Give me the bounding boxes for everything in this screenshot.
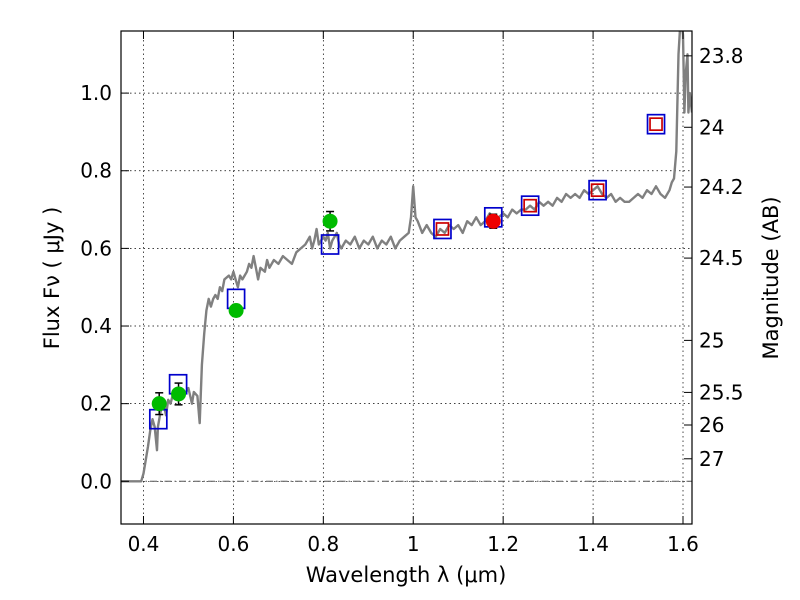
x-tick-label: 1 — [407, 532, 420, 556]
y-tick-label: 0.6 — [80, 236, 112, 260]
x-axis-label: Wavelength λ (μm) — [306, 563, 507, 587]
observed-square-marker — [435, 222, 450, 236]
x-tick-label: 1.4 — [577, 532, 609, 556]
mag-tick-label: 25.5 — [699, 380, 744, 404]
mag-tick-label: 26 — [699, 413, 724, 437]
mag-tick-label: 24 — [699, 115, 724, 139]
x-tick-label: 1.6 — [667, 532, 699, 556]
x-tick-label: 1.2 — [487, 532, 519, 556]
right-axis-label: Magnitude (AB) — [759, 196, 783, 359]
x-tick-label: 0.8 — [307, 532, 339, 556]
plot-frame — [120, 30, 693, 525]
mag-tick-label: 23.8 — [699, 44, 744, 68]
photometry-series — [148, 113, 666, 430]
y-tick-label: 0.0 — [80, 469, 112, 493]
model-square-marker — [588, 179, 607, 201]
x-tick-label: 0.4 — [128, 532, 160, 556]
y-tick-label: 0.2 — [80, 392, 112, 416]
model-square-marker — [320, 234, 340, 255]
mag-tick-label: 27 — [699, 447, 724, 471]
observed-circle-marker — [228, 302, 244, 318]
y-axis-label: Flux Fν ( μJy ) — [40, 207, 64, 350]
plot-background — [121, 31, 692, 524]
observed-circle-marker — [171, 386, 187, 402]
mag-tick-label: 24.2 — [699, 175, 744, 199]
observed-square-marker — [523, 198, 537, 213]
y-tick-label: 1.0 — [80, 81, 112, 105]
model-square-marker — [520, 195, 540, 217]
observed-square-marker — [590, 183, 605, 198]
observed-circle-marker — [322, 213, 338, 229]
mag-tick-label: 24.5 — [699, 246, 744, 270]
y-tick-label: 0.4 — [80, 314, 112, 338]
grid-lines — [121, 31, 692, 524]
magnitude-axis-ticks: 23.8 24 24.2 24.5 25 25.5 26 27 — [684, 44, 744, 471]
y-tick-label: 0.8 — [80, 159, 112, 183]
mag-tick-label: 25 — [699, 328, 724, 352]
x-axis-ticks: 0.4 0.6 0.8 1 1.2 1.4 1.6 — [128, 31, 699, 556]
model-square-marker — [646, 113, 666, 135]
y-axis-ticks: 0.0 0.2 0.4 0.6 0.8 1.0 — [80, 81, 129, 493]
observed-circle-marker — [485, 213, 501, 229]
model-square-marker — [433, 218, 452, 240]
observed-square-marker — [649, 117, 663, 132]
observed-circle-marker — [151, 396, 167, 412]
x-tick-label: 0.6 — [217, 532, 249, 556]
